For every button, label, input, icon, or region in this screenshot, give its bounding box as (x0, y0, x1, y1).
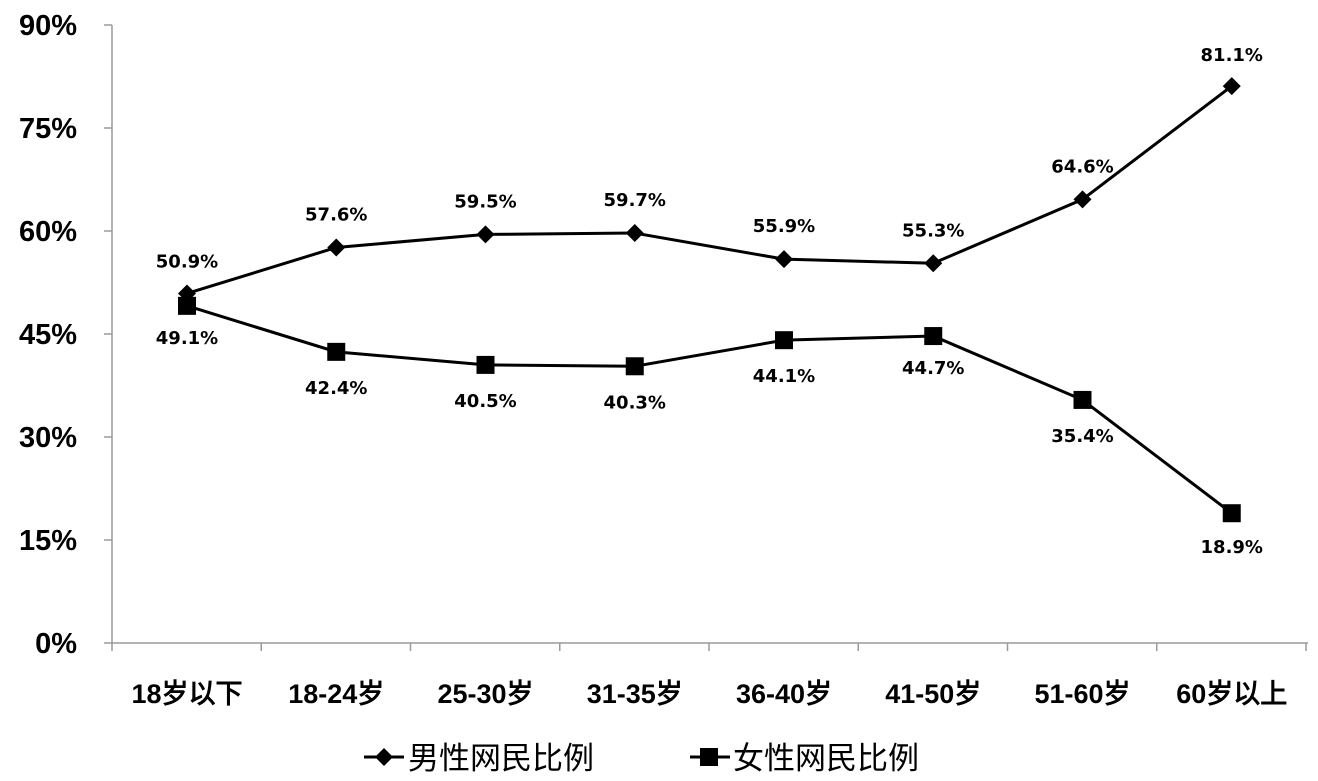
legend-square-icon (700, 748, 718, 766)
x-tick-label: 18-24岁 (288, 679, 384, 709)
square-marker (625, 357, 644, 376)
square-marker (327, 342, 346, 361)
square-marker (775, 331, 793, 350)
data-label-male: 64.6% (1051, 156, 1113, 177)
y-tick-label: 60% (19, 216, 77, 248)
diamond-marker (476, 225, 495, 244)
data-label-male: 55.9% (753, 216, 815, 237)
data-label-female: 49.1% (156, 328, 218, 349)
diamond-marker (625, 224, 644, 243)
data-label-female: 44.1% (753, 366, 815, 387)
square-marker (476, 355, 495, 374)
data-label-female: 35.4% (1051, 426, 1113, 447)
data-labels: 50.9% 57.6% 59.5% 59.7% 55.9% 55.3% 64.6% 81.1%… (156, 45, 1263, 558)
diamond-marker (775, 250, 793, 269)
legend-label-male: 男性网民比例 (408, 741, 594, 777)
diamond-marker (1073, 190, 1092, 209)
y-tick-label: 75% (19, 113, 77, 145)
square-marker (178, 296, 196, 315)
y-tick-label: 90% (19, 10, 77, 42)
y-tick-label: 45% (19, 319, 77, 351)
y-tick-label: 0% (35, 628, 77, 660)
data-label-female: 18.9% (1201, 537, 1263, 558)
data-label-male: 59.5% (454, 191, 516, 212)
x-tick-label: 31-35岁 (587, 679, 683, 709)
x-axis-ticks: 18岁以下 18-24岁 25-30岁 31-35岁 36-40岁 41-50岁 51-60… (111, 643, 1307, 709)
legend-item-female: 女性网民比例 (690, 741, 919, 777)
legend-label-female: 女性网民比例 (733, 741, 919, 777)
axes (111, 25, 1308, 644)
x-tick-label: 18岁以下 (131, 679, 242, 709)
y-tick-label: 15% (19, 525, 77, 557)
x-tick-label: 25-30岁 (437, 679, 533, 709)
y-axis-ticks: 0% 15% 30% 45% 60% 75% 90% (19, 10, 112, 660)
legend: 男性网民比例 女性网民比例 (364, 741, 919, 777)
x-tick-label: 60岁以上 (1176, 679, 1287, 709)
series-lines (186, 84, 1233, 515)
x-tick-label: 51-60岁 (1034, 679, 1130, 709)
series-line-female (186, 304, 1233, 515)
diamond-marker (1222, 77, 1241, 96)
legend-item-male: 男性网民比例 (364, 741, 594, 777)
data-label-female: 44.7% (902, 358, 964, 379)
series-line-male (186, 84, 1233, 295)
diamond-marker (924, 254, 943, 273)
data-label-male: 57.6% (305, 204, 367, 225)
square-marker (1073, 390, 1092, 409)
diamond-marker (327, 238, 346, 257)
x-tick-label: 36-40岁 (736, 679, 832, 709)
data-label-male: 81.1% (1201, 45, 1263, 66)
square-marker (924, 327, 943, 346)
series-markers (178, 77, 1241, 523)
legend-diamond-icon (375, 748, 393, 766)
x-tick-label: 41-50岁 (885, 679, 981, 709)
data-label-female: 40.5% (454, 391, 516, 412)
square-marker (1222, 504, 1241, 523)
data-label-male: 55.3% (902, 220, 964, 241)
data-label-female: 42.4% (305, 378, 367, 399)
data-label-female: 40.3% (604, 392, 666, 413)
data-label-male: 59.7% (604, 190, 666, 211)
data-label-male: 50.9% (156, 251, 218, 272)
y-tick-label: 30% (19, 422, 77, 454)
